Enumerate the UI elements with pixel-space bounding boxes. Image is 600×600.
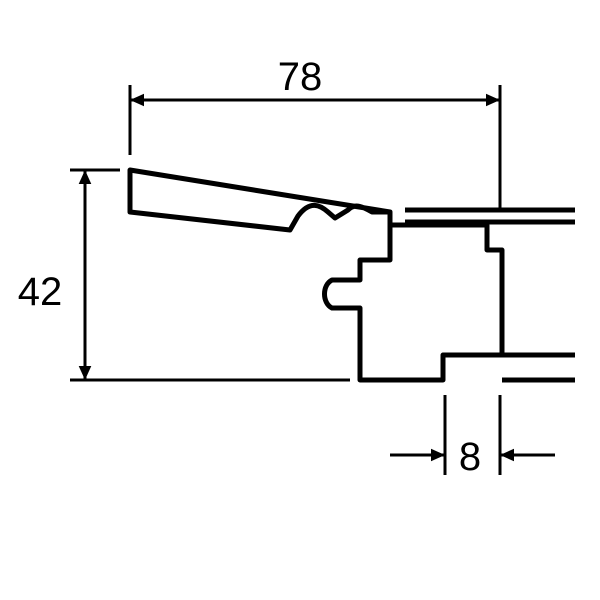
dim-arrow — [130, 94, 144, 107]
dim-label-width: 78 — [278, 55, 323, 99]
profile-outline — [130, 170, 502, 380]
dim-arrow — [500, 449, 514, 462]
dim-arrow — [431, 449, 445, 462]
dim-arrow — [79, 366, 92, 380]
dim-arrow — [79, 170, 92, 184]
dim-arrow — [486, 94, 500, 107]
dim-label-height: 42 — [18, 270, 63, 314]
technical-drawing: 78 42 8 — [0, 0, 600, 600]
dim-label-gap: 8 — [459, 435, 481, 479]
